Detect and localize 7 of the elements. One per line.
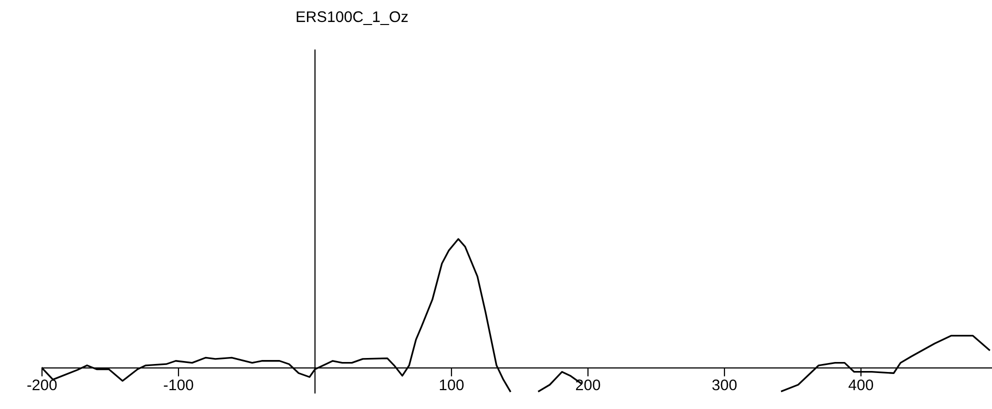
x-tick-label: -100	[164, 379, 194, 390]
x-tick-label: 300	[712, 379, 737, 390]
x-tick-label: 400	[848, 379, 874, 390]
chart-title: ERS100C_1_Oz	[296, 11, 408, 25]
x-tick-label: 100	[440, 379, 464, 390]
x-tick-label: 200	[576, 379, 600, 390]
x-tick-label: -200	[27, 379, 57, 390]
